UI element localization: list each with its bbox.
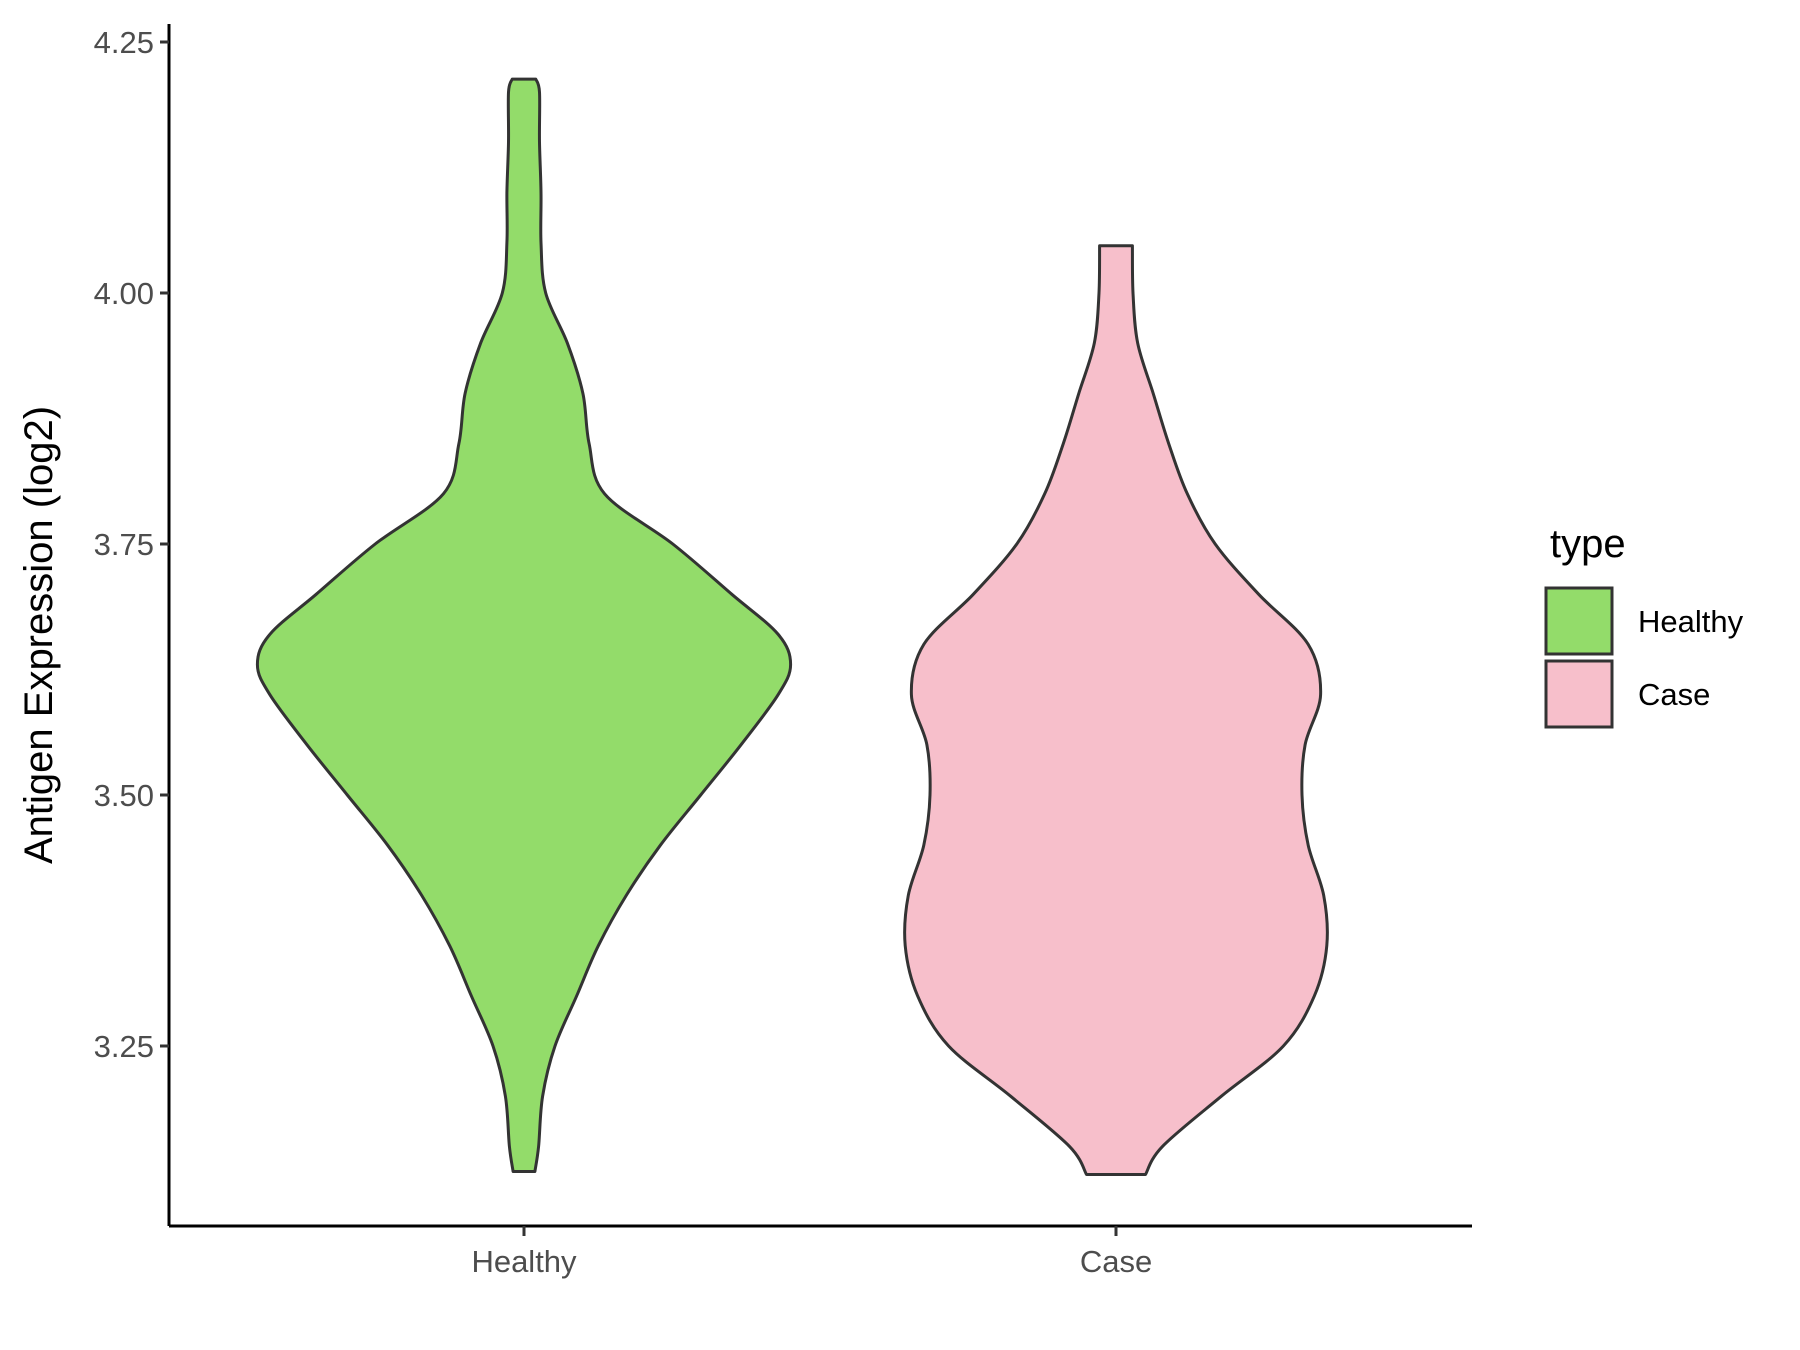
y-tick-label: 3.75 — [94, 527, 154, 562]
y-tick-label: 4.25 — [94, 25, 154, 60]
legend-title: type — [1550, 522, 1626, 566]
legend-key-healthy — [1544, 586, 1614, 656]
violin-healthy — [255, 77, 793, 1173]
plot-area — [255, 77, 1329, 1176]
y-tick-label: 3.25 — [94, 1029, 154, 1064]
x-axis: Healthy Case — [169, 1224, 1472, 1279]
x-tick-label-healthy: Healthy — [471, 1244, 577, 1279]
y-axis: 3.25 3.50 3.75 4.00 4.25 — [94, 24, 171, 1226]
x-tick-label-case: Case — [1080, 1244, 1152, 1279]
y-tick-label: 4.00 — [94, 276, 154, 311]
legend-label-healthy: Healthy — [1638, 604, 1744, 639]
y-tick-label: 3.50 — [94, 778, 154, 813]
legend-key-case — [1544, 659, 1614, 729]
y-axis-title: Antigen Expression (log2) — [17, 406, 61, 864]
legend-label-case: Case — [1638, 677, 1710, 712]
legend: type Healthy Case — [1544, 522, 1744, 729]
violin-case — [903, 244, 1329, 1176]
